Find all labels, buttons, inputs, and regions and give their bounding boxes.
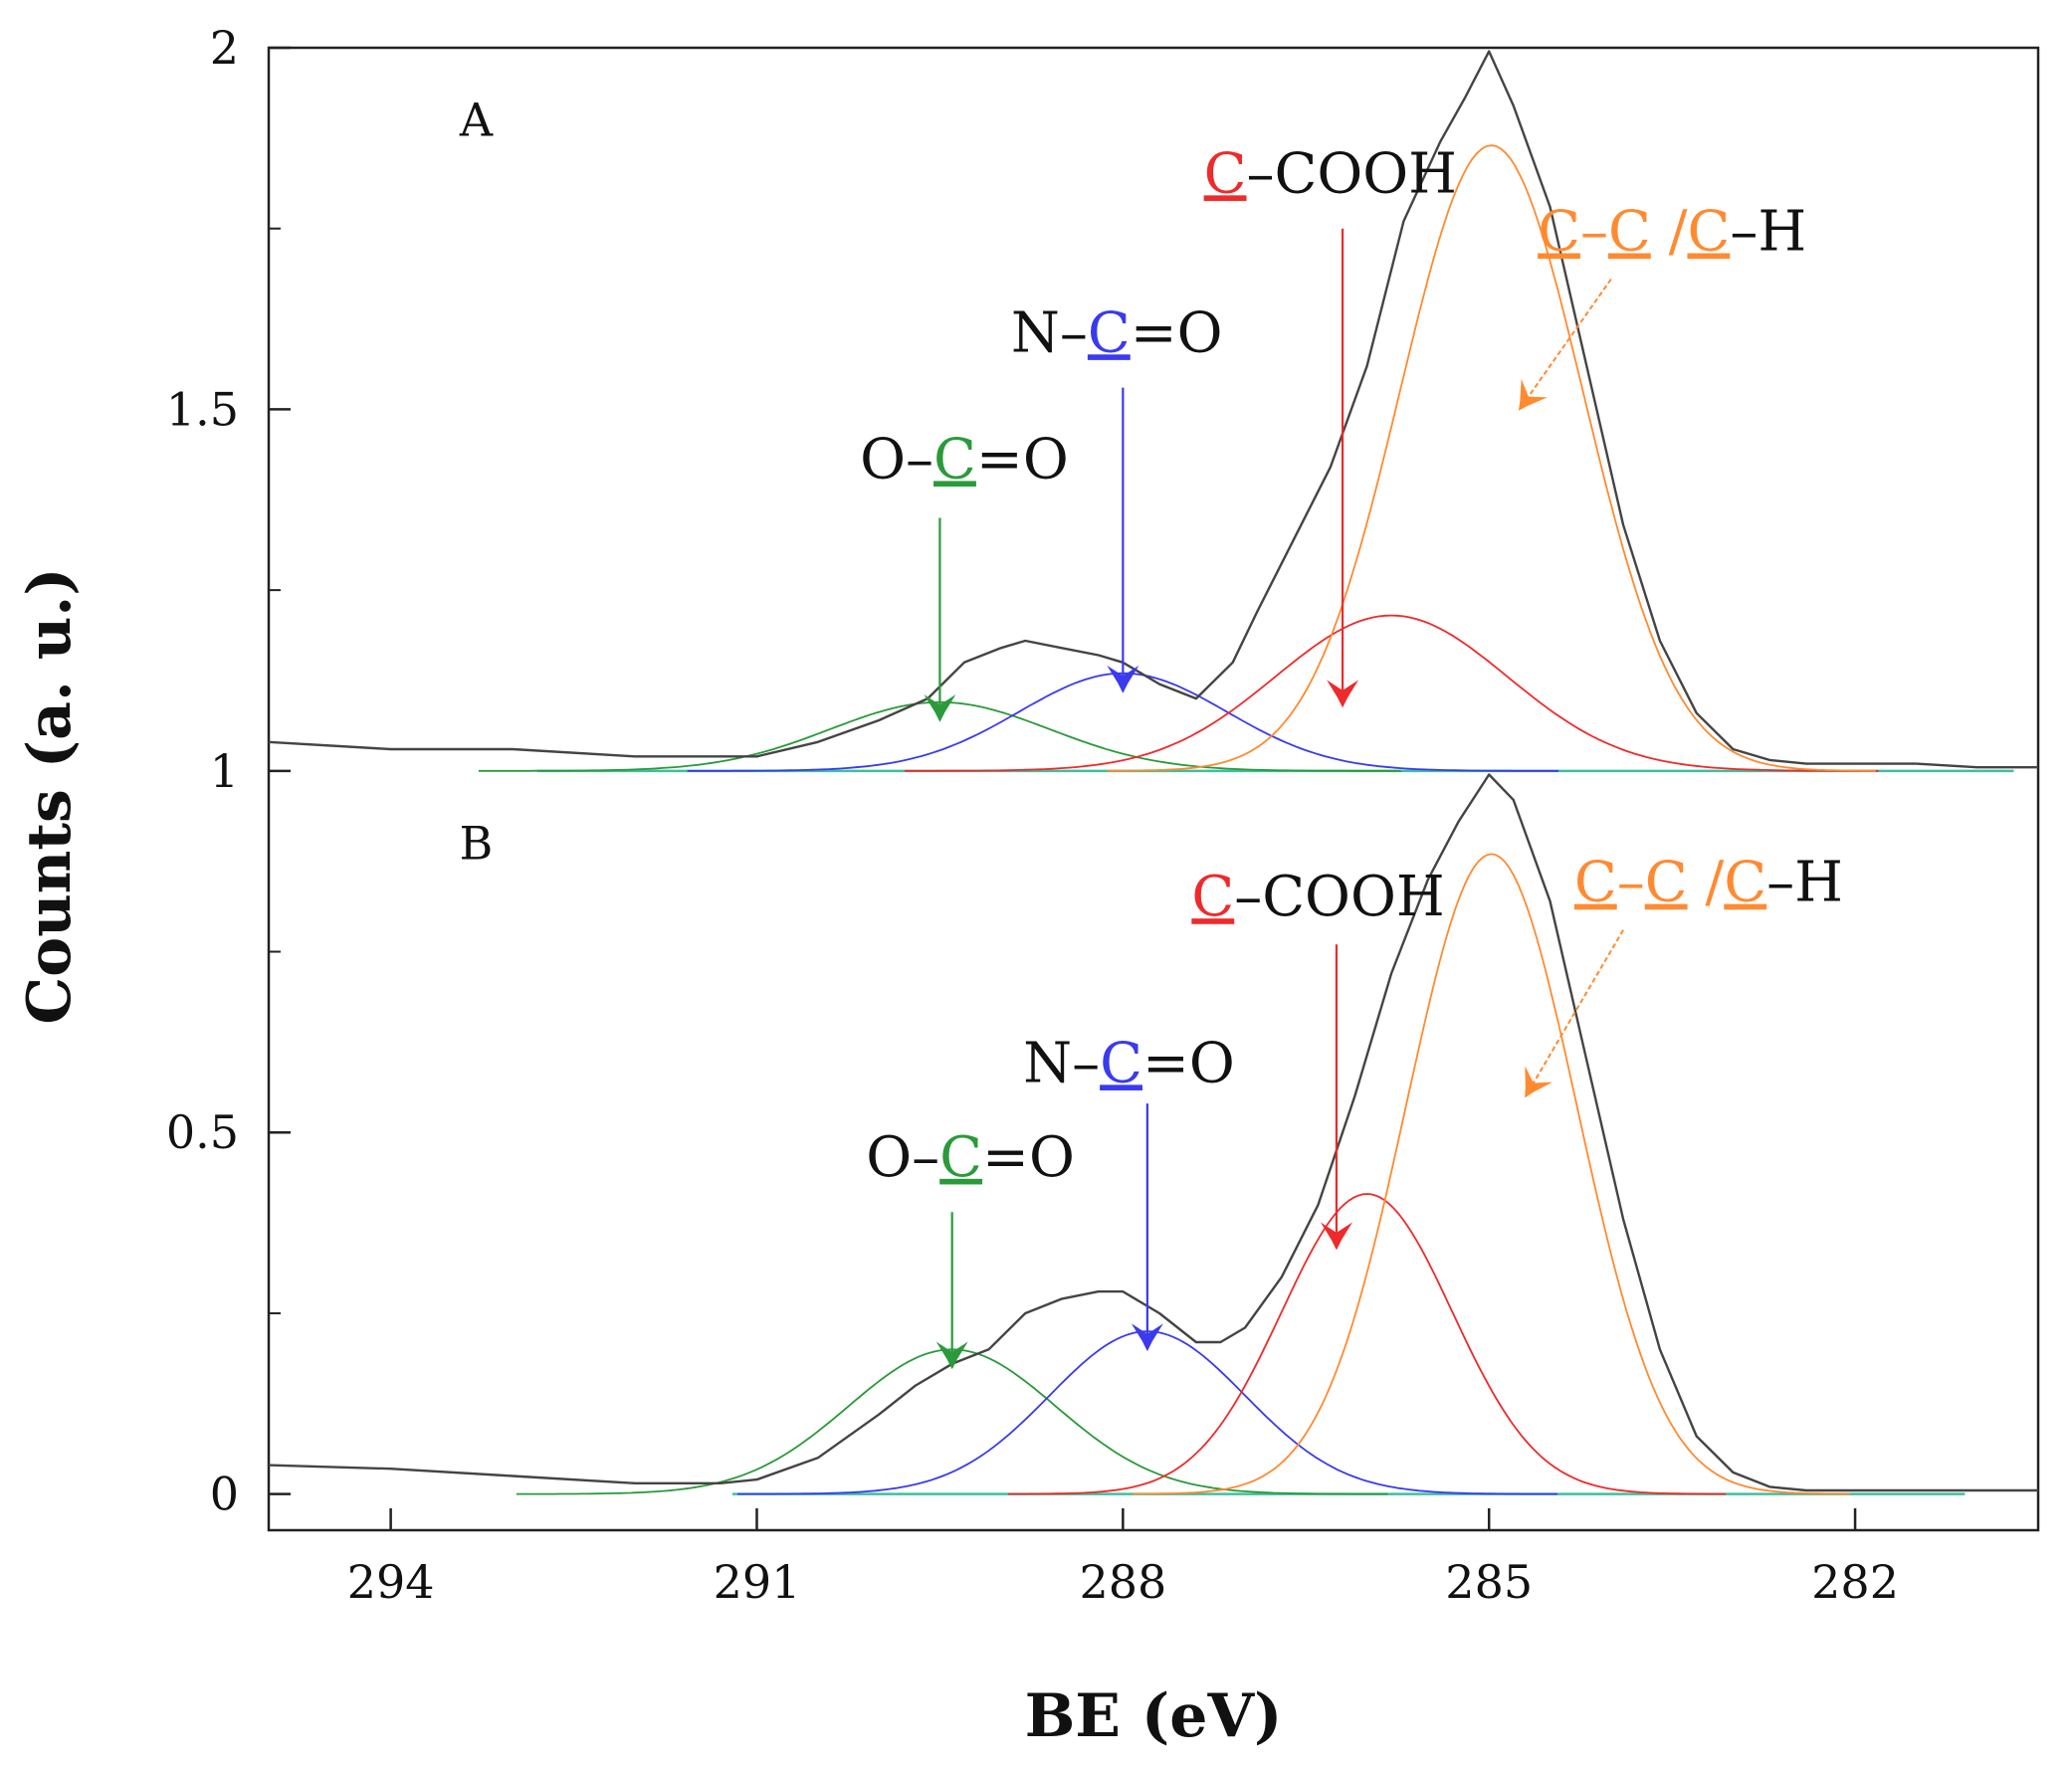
arrow-cc [1525,929,1624,1098]
annotation-part: C [1088,300,1131,365]
annotation-part: – [1580,200,1608,265]
y-tick-label: 2 [210,21,239,75]
x-tick-label: 282 [1811,1555,1899,1609]
peak-curve-cc [1133,853,1851,1495]
annotation-ooc: O–C=O [866,1125,1075,1190]
annotation-part: N– [1023,1031,1100,1095]
annotation-part: =O [982,1125,1075,1190]
annotation-part: =O [1142,1031,1235,1095]
arrowhead-cc [1525,1066,1553,1096]
envelope-curve [268,773,2038,1492]
annotation-part: / [1651,200,1688,265]
arrowhead-ooc [935,1341,968,1368]
annotation-part: –H [1766,851,1843,915]
y-tick-label: 1.5 [166,382,239,436]
x-axis-title: BE (eV) [1025,1681,1283,1751]
annotation-part: O– [860,427,933,492]
annotation-part: C [1574,851,1617,915]
annotation-part: C [1191,865,1234,929]
annotation-part: C [939,1125,982,1190]
annotation-part: – [1617,851,1645,915]
peak-curve-ccooh [904,614,1879,772]
annotation-cc: C–C /C–H [1538,200,1806,265]
arrowhead-ncc [1131,1323,1163,1350]
arrowhead-cc [1519,378,1548,410]
y-tick-label: 1 [210,744,239,798]
annotation-ncc: N–C=O [1011,300,1223,365]
annotation-part: =O [1131,300,1223,365]
annotation-ccooh: C–COOH [1204,141,1457,206]
y-tick-label: 0 [210,1468,239,1521]
y-tick-label: 0.5 [166,1105,239,1159]
axes-layer: 294 291 288 285 282 0 0.5 1 1.5 2 [166,21,1899,1609]
annotation-part: –COOH [1234,865,1445,929]
peak-curve-ccooh [1008,1193,1727,1495]
arrowhead-ooc [924,693,956,720]
annotation-part: C [1724,851,1766,915]
plot-frame [267,46,2040,1532]
arrowhead-ncc [1107,665,1140,691]
annotation-part: C [933,427,976,492]
annotation-part: / [1688,851,1725,915]
annotation-part: O– [866,1125,939,1190]
y-axis-title: Counts (a. u.) [15,567,85,1024]
annotation-part: N– [1011,300,1088,365]
panel-label-a: A [459,94,494,147]
annotation-part: –H [1730,200,1806,265]
arrow-cc [1518,279,1612,411]
annotation-part: C [1645,851,1688,915]
x-tick-label: 291 [714,1555,801,1609]
annotation-part: C [1100,1031,1142,1095]
annotation-part: C [1687,200,1730,265]
x-tick-label: 288 [1079,1555,1166,1609]
arrowhead-ccooh [1327,680,1359,706]
panel-label-b: B [460,817,494,871]
x-tick-label: 285 [1445,1555,1533,1609]
x-tick-label: 294 [347,1555,435,1609]
annotation-ncc: N–C=O [1023,1031,1235,1095]
envelope-curve [268,50,2038,769]
curves-layer [268,50,2038,1495]
arrowhead-ccooh [1320,1222,1352,1249]
annotation-cc: C–C /C–H [1574,851,1843,915]
annotation-part: =O [976,427,1069,492]
annotation-part: C [1538,200,1580,265]
annotation-ooc: O–C=O [860,427,1069,492]
annotation-part: C [1204,141,1247,206]
annotation-part: –COOH [1246,141,1457,206]
annotation-ccooh: C–COOH [1191,865,1444,929]
annotation-part: C [1608,200,1651,265]
peak-curve-cc [1107,144,1876,772]
